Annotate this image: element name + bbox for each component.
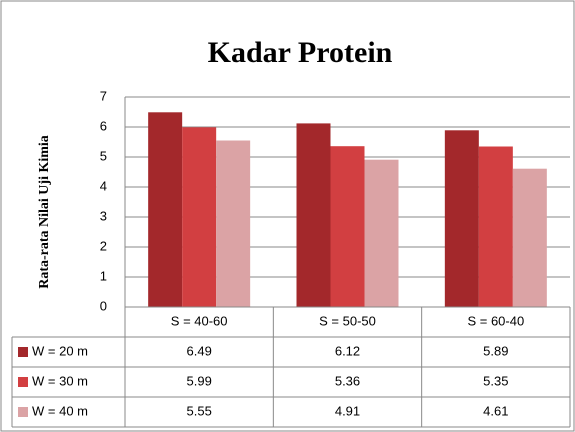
y-tick-label: 7: [100, 88, 107, 103]
x-tick-label: S = 60-40: [467, 313, 524, 328]
y-tick-label: 1: [100, 268, 107, 283]
bar: [216, 140, 251, 307]
table-value: 5.35: [483, 373, 508, 388]
chart-title: Kadar Protein: [208, 36, 393, 69]
bar: [444, 130, 479, 307]
y-axis-label: Rata-rata Nilai Uji Kimia: [37, 135, 52, 289]
legend-label: W = 20 m: [32, 343, 88, 358]
table-value: 5.55: [187, 403, 212, 418]
legend-label: W = 30 m: [32, 373, 88, 388]
y-tick-label: 0: [100, 298, 107, 313]
table-value: 6.12: [335, 343, 360, 358]
y-tick-label: 2: [100, 238, 107, 253]
table-value: 5.89: [483, 343, 508, 358]
table-value: 4.61: [483, 403, 508, 418]
x-tick-label: S = 50-50: [319, 313, 376, 328]
bar: [296, 123, 331, 308]
bar: [330, 146, 365, 307]
legend-swatch: [18, 377, 28, 387]
y-tick-label: 6: [100, 118, 107, 133]
bar: [364, 159, 399, 307]
table-value: 5.99: [187, 373, 212, 388]
bar: [512, 168, 547, 307]
legend-swatch: [18, 347, 28, 357]
x-tick-label: S = 40-60: [171, 313, 228, 328]
legend-label: W = 40 m: [32, 403, 88, 418]
bar: [148, 112, 183, 307]
table-value: 4.91: [335, 403, 360, 418]
table-value: 5.36: [335, 373, 360, 388]
legend-swatch: [18, 407, 28, 417]
y-tick-label: 3: [100, 208, 107, 223]
y-tick-label: 5: [100, 148, 107, 163]
table-value: 6.49: [187, 343, 212, 358]
bar: [478, 146, 513, 307]
y-tick-label: 4: [100, 178, 107, 193]
bar: [182, 127, 217, 307]
